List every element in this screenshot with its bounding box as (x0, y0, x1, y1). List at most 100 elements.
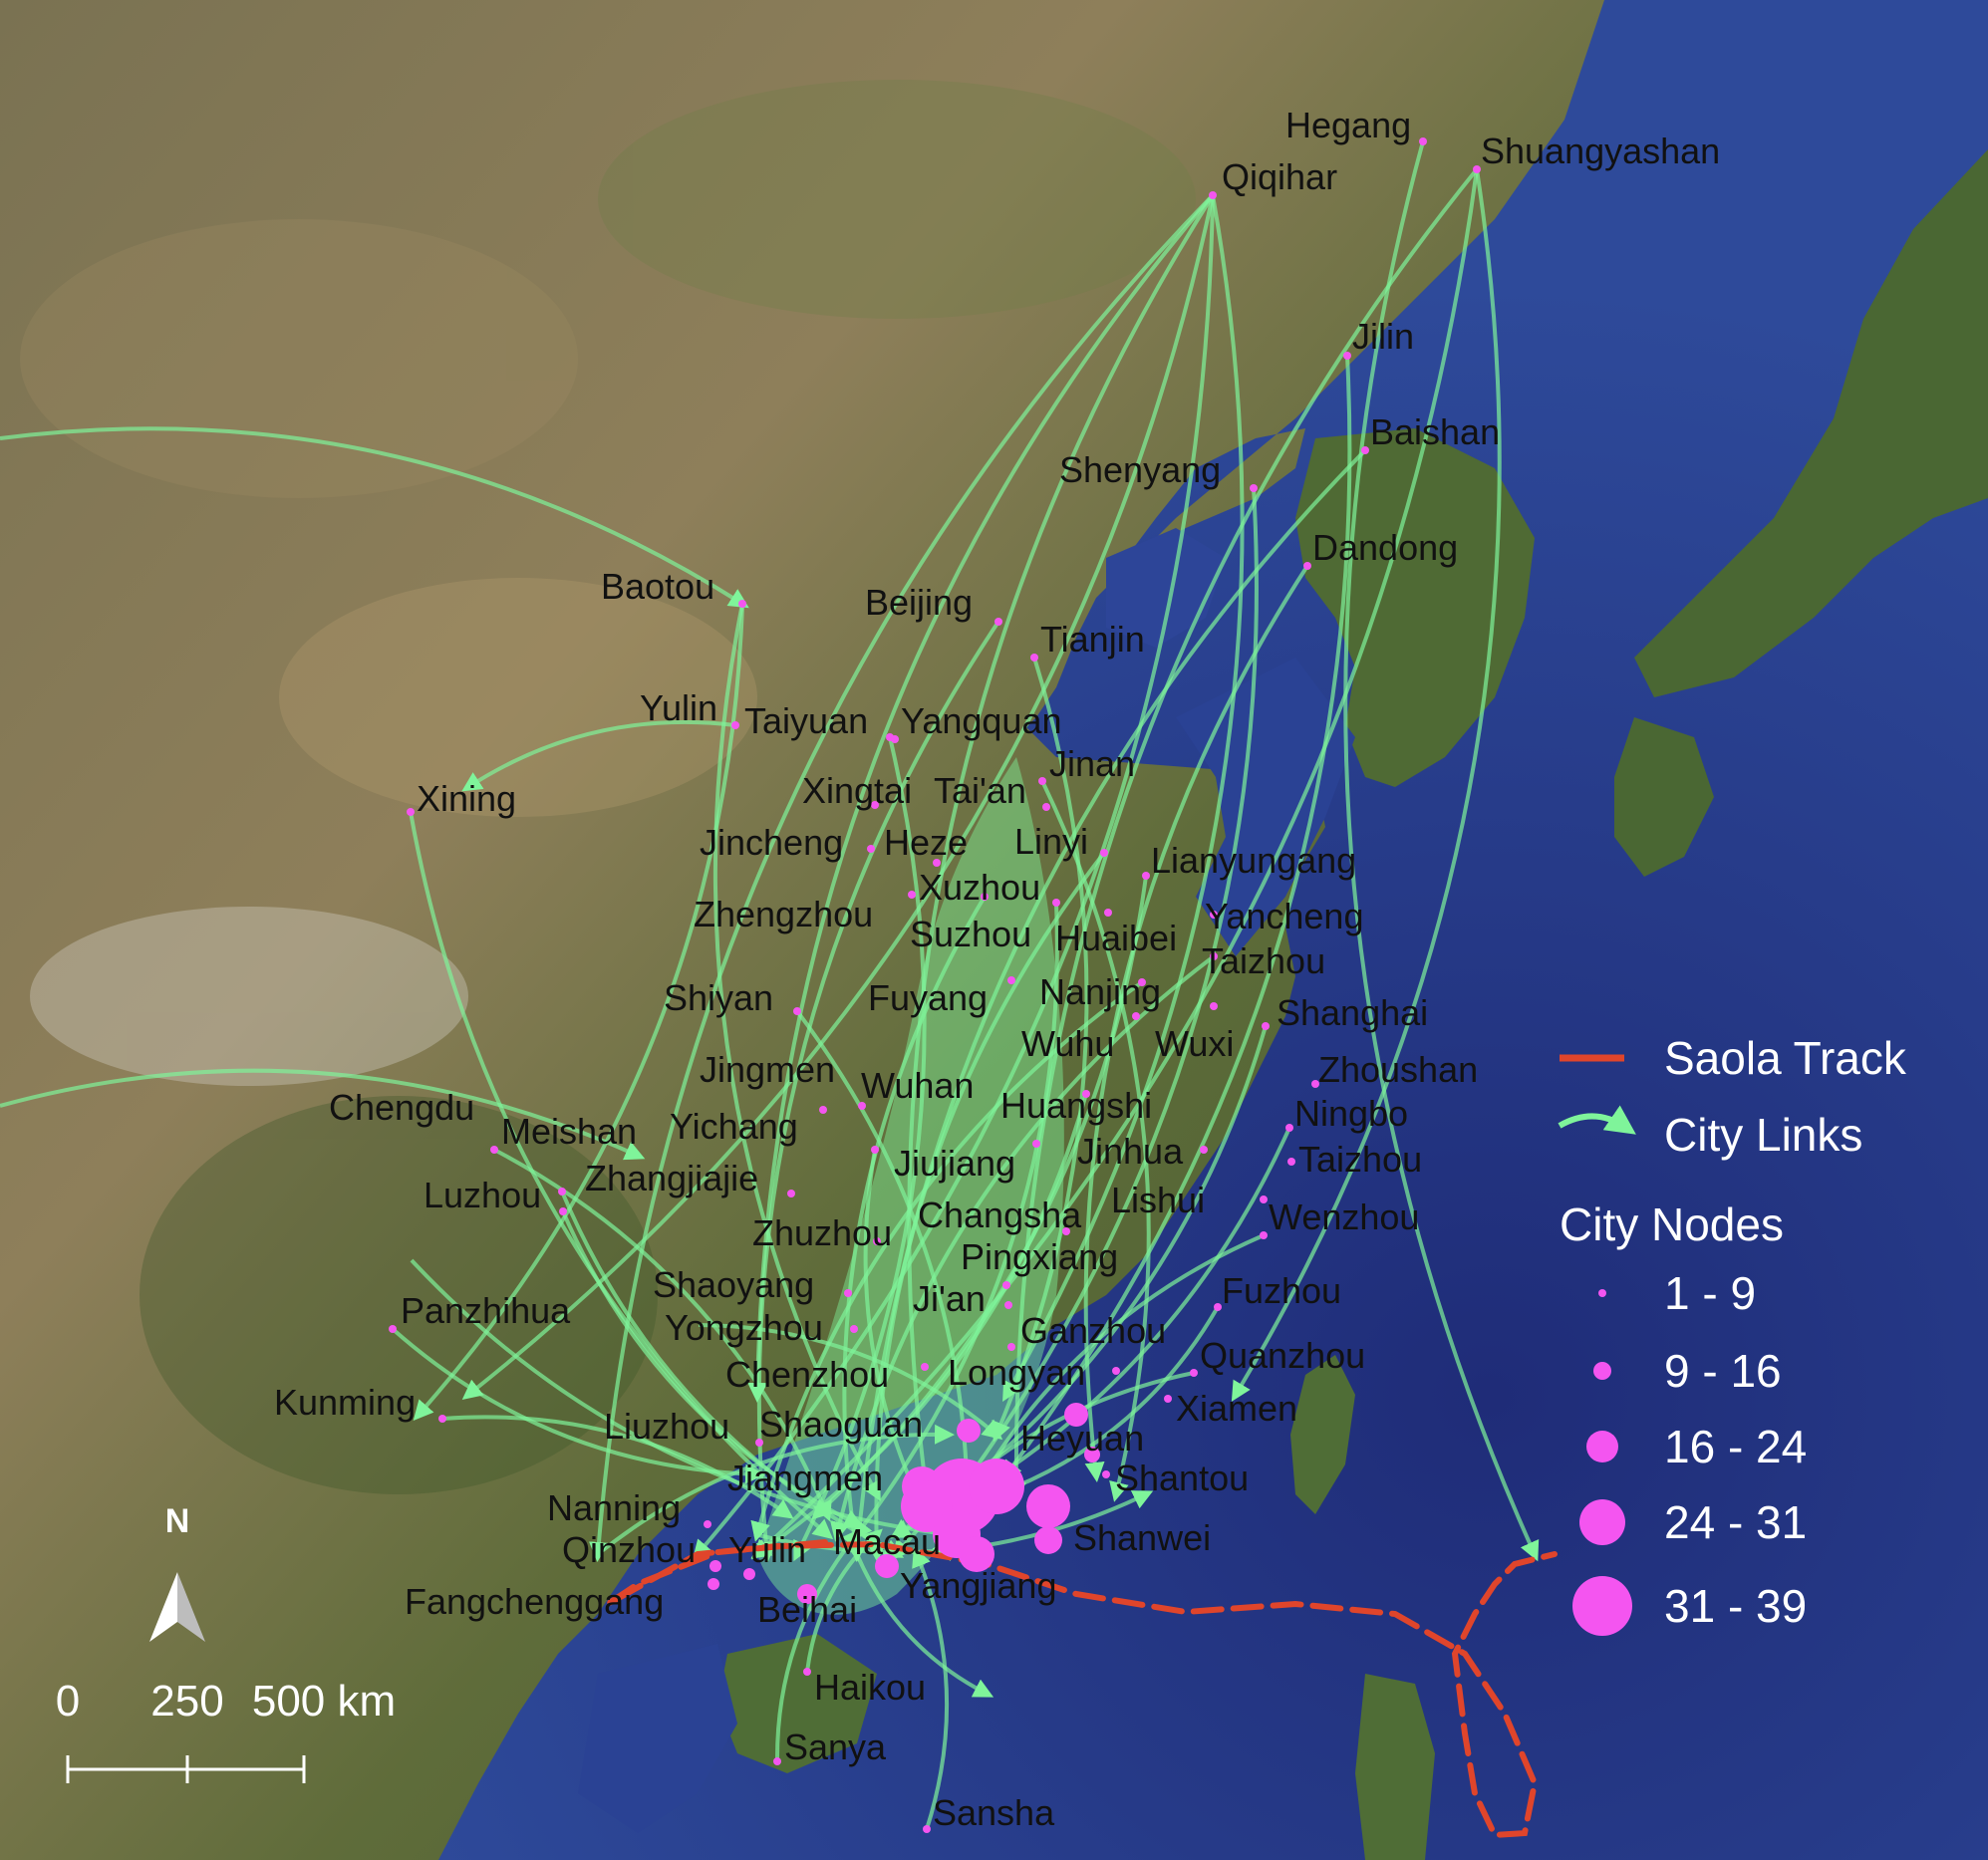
city-link (698, 1323, 1003, 1441)
city-node (738, 600, 746, 608)
city-node (1100, 849, 1108, 857)
city-node (871, 801, 879, 809)
city-label: Ganzhou (1020, 1310, 1166, 1351)
city-link (560, 1191, 905, 1558)
city-label: Haikou (814, 1667, 926, 1708)
city-label: Sanya (784, 1727, 887, 1767)
legend-node-class-2 (1593, 1362, 1611, 1380)
city-node (1285, 1124, 1293, 1132)
city-label: Baishan (1370, 411, 1500, 452)
city-node (787, 1190, 795, 1197)
city-link (855, 1553, 994, 1698)
city-node (490, 1146, 498, 1154)
city-link (747, 193, 1215, 1403)
city-label: Nanjing (1039, 971, 1161, 1012)
city-node (558, 1188, 566, 1196)
city-node (1007, 976, 1015, 984)
city-node (867, 845, 875, 853)
city-label: Wuxi (1155, 1023, 1234, 1064)
city-node (921, 1363, 929, 1371)
city-node (1209, 191, 1217, 199)
city-label: Zhengzhou (694, 894, 873, 934)
city-link (774, 1527, 863, 1762)
scale-bar: 0 250 500 km (56, 1677, 396, 1783)
city-label: Ningbo (1294, 1093, 1408, 1134)
city-label: Jiujiang (894, 1143, 1015, 1184)
legend: Saola Track City Links City Nodes 1 - 9 … (1558, 1032, 1907, 1636)
city-label: Shantou (1115, 1458, 1249, 1498)
city-link (1231, 168, 1502, 1402)
city-node (1084, 1447, 1100, 1462)
city-node (803, 1668, 811, 1676)
city-label: Yancheng (1205, 896, 1363, 936)
city-label: Linyi (1014, 821, 1088, 862)
city-label: Qiqihar (1222, 156, 1337, 197)
city-node (891, 735, 899, 743)
legend-links-swatch (1558, 1105, 1636, 1135)
city-node (1034, 1526, 1062, 1554)
city-label: Qinzhou (562, 1529, 696, 1570)
city-link (912, 1546, 950, 1830)
city-labels: Hegang Shuangyashan Qiqihar Jilin Baishan She… (274, 105, 1720, 1833)
city-node (1361, 446, 1369, 454)
city-link (992, 657, 1089, 1443)
city-link (561, 1210, 865, 1528)
city-link (461, 194, 1215, 1400)
city-label: Luzhou (424, 1175, 541, 1215)
city-label: Shanghai (1277, 992, 1428, 1033)
city-label: Huaibei (1055, 918, 1177, 958)
city-label: Wenzhou (1269, 1196, 1419, 1237)
sea-yellow (1176, 658, 1355, 956)
city-node (704, 1520, 711, 1528)
city-link (852, 902, 1059, 1541)
links-density-core (757, 757, 1064, 1615)
city-link (1005, 167, 1479, 1502)
city-node (969, 1459, 1024, 1514)
city-link (461, 719, 736, 792)
city-node (1132, 1012, 1140, 1020)
city-node (1250, 484, 1258, 492)
city-label: Hegang (1285, 105, 1411, 145)
city-node (858, 1102, 866, 1110)
city-label: Suzhou (910, 914, 1031, 954)
city-link (0, 426, 749, 609)
city-label: Pingxiang (961, 1236, 1118, 1277)
city-label: Heyuan (1020, 1418, 1144, 1459)
city-node (731, 721, 739, 729)
city-node (1002, 1281, 1010, 1289)
city-node (875, 1554, 899, 1578)
city-label: Wuhan (861, 1065, 974, 1106)
city-node (793, 1007, 801, 1015)
legend-class-1: 1 - 9 (1664, 1267, 1756, 1319)
city-link (493, 1148, 832, 1522)
city-node (710, 1560, 721, 1572)
legend-track-label: Saola Track (1664, 1032, 1907, 1084)
city-label: Huangshi (1000, 1085, 1152, 1126)
city-label: Yulin (640, 687, 717, 728)
city-link (842, 895, 987, 1562)
city-link (866, 851, 1106, 1562)
saola-track (606, 1539, 1558, 1839)
city-label: Dandong (1312, 527, 1458, 568)
city-node (1473, 165, 1481, 173)
city-label: Beihai (757, 1589, 857, 1630)
city-label: Shaoguan (759, 1404, 923, 1445)
city-node (819, 1106, 827, 1114)
legend-nodes-title: City Nodes (1560, 1198, 1784, 1250)
city-node (1260, 1196, 1268, 1203)
city-link (409, 811, 834, 1540)
city-label: Xining (417, 778, 516, 819)
city-label: Meishan (501, 1111, 637, 1152)
city-node (1164, 1395, 1172, 1403)
city-node (933, 859, 941, 867)
city-node (1262, 1022, 1270, 1030)
city-node (1260, 1231, 1268, 1239)
legend-links-label: City Links (1664, 1109, 1862, 1161)
city-node (1287, 1158, 1295, 1166)
city-node (1007, 1343, 1015, 1351)
scale-label-0: 0 (56, 1677, 80, 1726)
city-node (1210, 1002, 1218, 1010)
city-node (755, 1439, 763, 1447)
scale-label-500: 500 km (252, 1677, 396, 1726)
city-node (1210, 911, 1218, 919)
